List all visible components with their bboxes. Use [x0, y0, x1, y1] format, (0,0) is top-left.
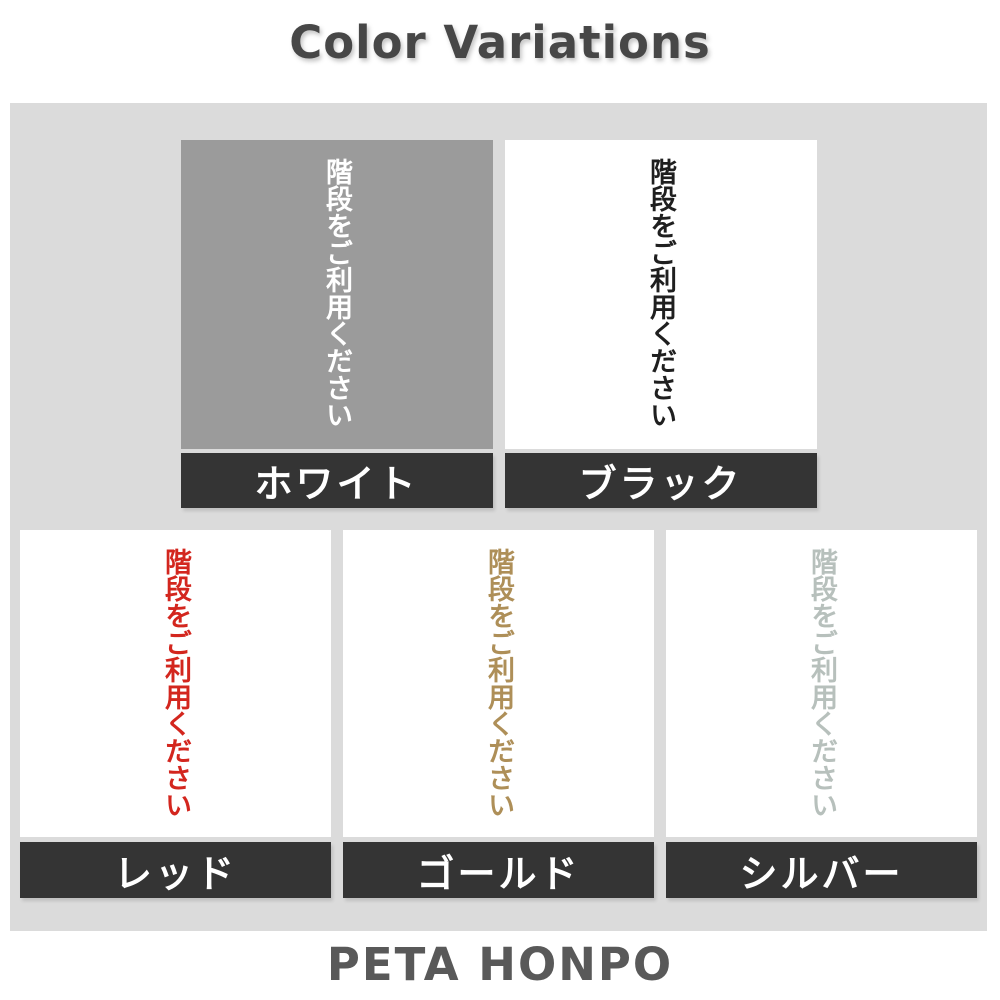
- swatch-row-top: 階段をご利用ください ホワイト 階段をご利用ください ブラック: [10, 140, 987, 508]
- page-title: Color Variations: [289, 16, 711, 69]
- sample-text-red: 階段をご利用ください: [161, 548, 191, 818]
- variation-card-silver[interactable]: 階段をご利用ください シルバー: [666, 530, 977, 898]
- variation-card-gold[interactable]: 階段をご利用ください ゴールド: [343, 530, 654, 898]
- swatch-red: 階段をご利用ください: [20, 530, 331, 837]
- label-red: レッド: [113, 853, 237, 896]
- sample-text-white: 階段をご利用ください: [322, 158, 352, 428]
- swatch-black: 階段をご利用ください: [504, 140, 817, 449]
- variation-card-red[interactable]: 階段をご利用ください レッド: [20, 530, 331, 898]
- label-silver: シルバー: [739, 853, 904, 896]
- label-bar-silver: シルバー: [666, 842, 977, 898]
- label-bar-gold: ゴールド: [343, 842, 654, 898]
- label-gold: ゴールド: [416, 853, 581, 896]
- swatch-white: 階段をご利用ください: [180, 140, 493, 449]
- label-white: ホワイト: [254, 464, 419, 506]
- brand-footer: PETA HONPO: [326, 938, 674, 991]
- label-black: ブラック: [578, 464, 743, 506]
- sample-text-gold: 階段をご利用ください: [484, 548, 514, 818]
- sample-text-silver: 階段をご利用ください: [807, 548, 837, 818]
- variation-card-white[interactable]: 階段をご利用ください ホワイト: [180, 140, 493, 508]
- sample-text-black: 階段をご利用ください: [646, 158, 676, 428]
- label-bar-red: レッド: [20, 842, 331, 898]
- color-variations-panel: 階段をご利用ください ホワイト 階段をご利用ください ブラック 階段をご利用くだ…: [10, 103, 987, 931]
- label-bar-white: ホワイト: [180, 453, 493, 508]
- variation-card-black[interactable]: 階段をご利用ください ブラック: [504, 140, 817, 508]
- swatch-gold: 階段をご利用ください: [343, 530, 654, 837]
- swatch-silver: 階段をご利用ください: [666, 530, 977, 837]
- label-bar-black: ブラック: [504, 453, 817, 508]
- swatch-row-bottom: 階段をご利用ください レッド 階段をご利用ください ゴールド 階段をご利用くださ…: [10, 530, 987, 898]
